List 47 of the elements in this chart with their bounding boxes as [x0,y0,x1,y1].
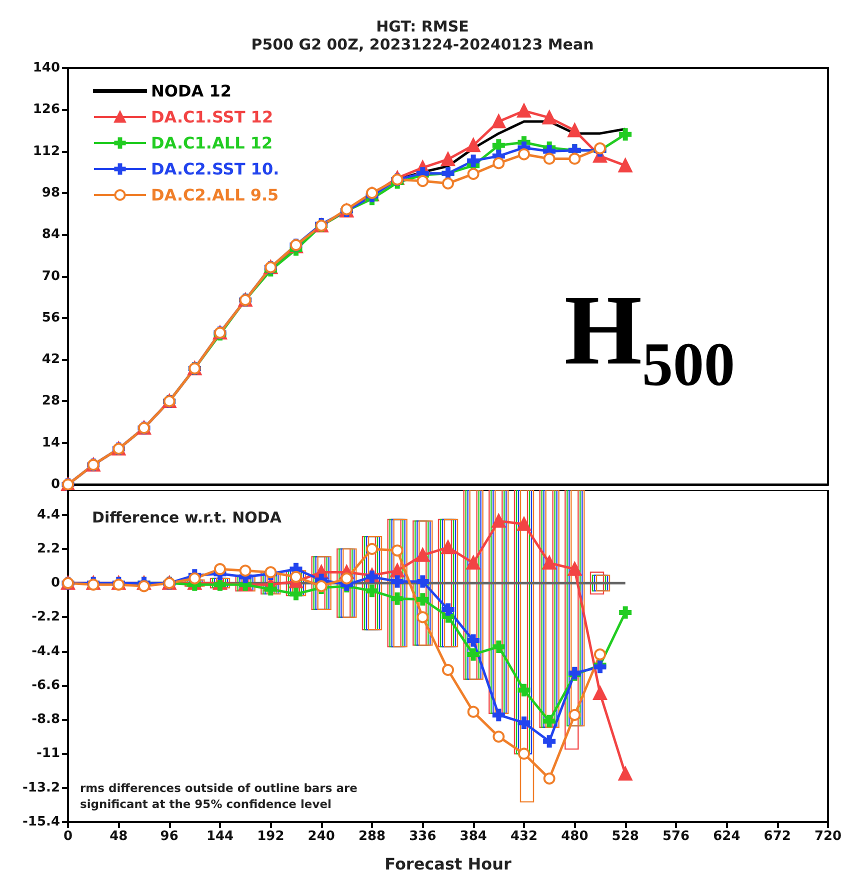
x-tick-label: 240 [308,829,335,844]
y-tick-label: -6.6 [32,678,60,693]
x-tick-label: 528 [612,829,639,844]
y-tick-label: 14 [42,435,60,450]
y-tick-label: 126 [32,102,60,118]
x-tick-label: 720 [814,829,842,844]
y-tick-label: 28 [42,394,60,409]
x-tick-label: 192 [257,829,284,844]
x-tick-label: 144 [206,829,234,844]
legend-label: NODA 12 [151,82,232,100]
x-tick-label: 384 [460,829,487,844]
legend-label: DA.C2.SST 10. [151,160,280,178]
x-tick-label: 576 [662,829,690,844]
y-tick-label: 42 [42,352,60,368]
chart-title: HGT: RMSE [376,18,469,36]
chart-subtitle: P500 G2 00Z, 20231224-20240123 Mean [251,36,594,54]
x-tick-label: 288 [358,829,386,844]
legend-label: DA.C1.SST 12 [151,108,274,126]
y-tick-label: 0 [50,477,60,492]
x-tick-label: 96 [160,829,178,844]
x-tick-label: 624 [713,829,740,844]
x-tick-label: 0 [63,829,73,844]
y-tick-label: 84 [42,227,60,242]
y-tick-label: -4.4 [32,644,60,659]
y-tick-label: -11 [36,746,60,762]
x-tick-label: 48 [110,829,128,844]
x-tick-label: 480 [561,829,588,844]
x-tick-label: 432 [510,829,538,844]
x-tick-label: 672 [764,829,791,844]
y-tick-label: -15.4 [22,814,60,830]
y-tick-label: 140 [32,60,60,76]
y-tick-label: 0 [50,576,60,591]
y-tick-label: 70 [42,268,60,284]
legend-label: DA.C1.ALL 12 [151,134,273,152]
y-tick-label: -2.2 [32,610,60,625]
y-tick-label: 2.2 [36,541,60,556]
y-tick-label: -13.2 [22,780,60,796]
annotation: Difference w.r.t. NODA [92,508,282,526]
legend-label: DA.C2.ALL 9.5 [151,186,279,204]
annotation: rms differences outside of outline bars are significant at the 95% confidence level [80,781,362,811]
y-tick-label: 56 [42,310,60,326]
y-tick-label: 4.4 [36,507,60,522]
x-axis-title: Forecast Hour [384,854,512,874]
y-tick-label: 112 [32,144,60,159]
x-tick-label: 336 [409,829,436,844]
y-tick-label: -8.8 [32,712,60,728]
y-tick-label: 98 [42,185,60,200]
